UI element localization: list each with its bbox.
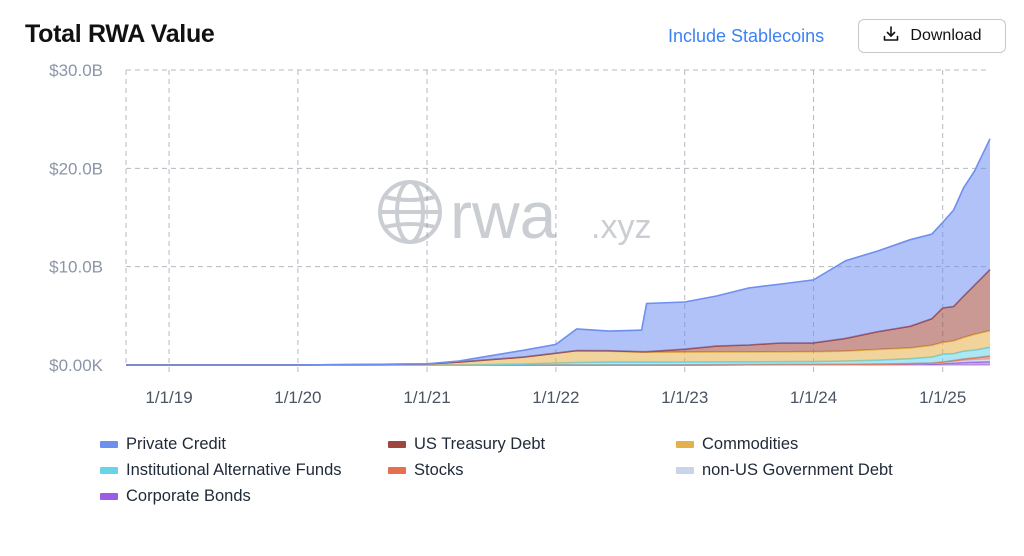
y-tick-label: $20.0B: [49, 159, 103, 178]
legend-swatch: [388, 441, 406, 448]
area-fill: [126, 138, 990, 365]
x-tick-label: 1/1/21: [403, 388, 450, 407]
legend-label: Corporate Bonds: [126, 487, 251, 505]
area-fill: [126, 330, 990, 365]
x-tick-label: 1/1/24: [790, 388, 837, 407]
watermark-suffix: .xyz: [591, 208, 651, 246]
chart-title: Total RWA Value: [25, 20, 215, 48]
watermark-brand: rwa: [450, 178, 557, 252]
legend-item-commodities[interactable]: Commodities: [676, 435, 798, 454]
download-button[interactable]: Download: [858, 19, 1006, 53]
legend-swatch: [100, 467, 118, 474]
series-private-credit: [126, 138, 991, 366]
legend-swatch: [676, 441, 694, 448]
legend-item-non-us-government-debt[interactable]: non-US Government Debt: [676, 461, 893, 480]
x-tick-label: 1/1/22: [532, 388, 579, 407]
legend-swatch: [676, 467, 694, 474]
include-stablecoins-toggle[interactable]: Include Stablecoins: [668, 26, 825, 46]
download-icon: [882, 25, 900, 48]
legend-label: Private Credit: [126, 435, 226, 453]
x-tick-label: 1/1/20: [274, 388, 321, 407]
legend-label: Institutional Alternative Funds: [126, 461, 342, 479]
globe-icon: [378, 180, 442, 244]
x-tick-label: 1/1/25: [919, 388, 966, 407]
area-fill: [126, 347, 990, 365]
axes: $0.00K $10.0B $20.0B $30.0B 1/1/19 1/1/20 1/1/…: [49, 61, 966, 407]
stacked-areas: [126, 138, 991, 366]
legend-item-stocks[interactable]: Stocks: [388, 461, 464, 480]
legend-label: non-US Government Debt: [702, 461, 893, 479]
legend-item-private-credit[interactable]: Private Credit: [100, 435, 226, 454]
legend-label: US Treasury Debt: [414, 435, 546, 453]
y-tick-label: $30.0B: [49, 61, 103, 80]
download-label: Download: [910, 27, 982, 44]
legend-swatch: [388, 467, 406, 474]
legend-item-corporate-bonds[interactable]: Corporate Bonds: [100, 487, 251, 506]
y-tick-label: $0.00K: [49, 356, 104, 375]
legend-label: Stocks: [414, 461, 464, 479]
legend-item-institutional-alternative-funds[interactable]: Institutional Alternative Funds: [100, 461, 342, 480]
area-line: [126, 138, 991, 366]
y-tick-label: $10.0B: [49, 258, 103, 277]
legend-label: Commodities: [702, 435, 799, 453]
legend-swatch: [100, 493, 118, 500]
legend-item-us-treasury-debt[interactable]: US Treasury Debt: [388, 435, 545, 454]
x-tick-label: 1/1/23: [661, 388, 708, 407]
x-tick-label: 1/1/19: [145, 388, 192, 407]
watermark: rwa .xyz: [378, 178, 651, 252]
legend-swatch: [100, 441, 118, 448]
